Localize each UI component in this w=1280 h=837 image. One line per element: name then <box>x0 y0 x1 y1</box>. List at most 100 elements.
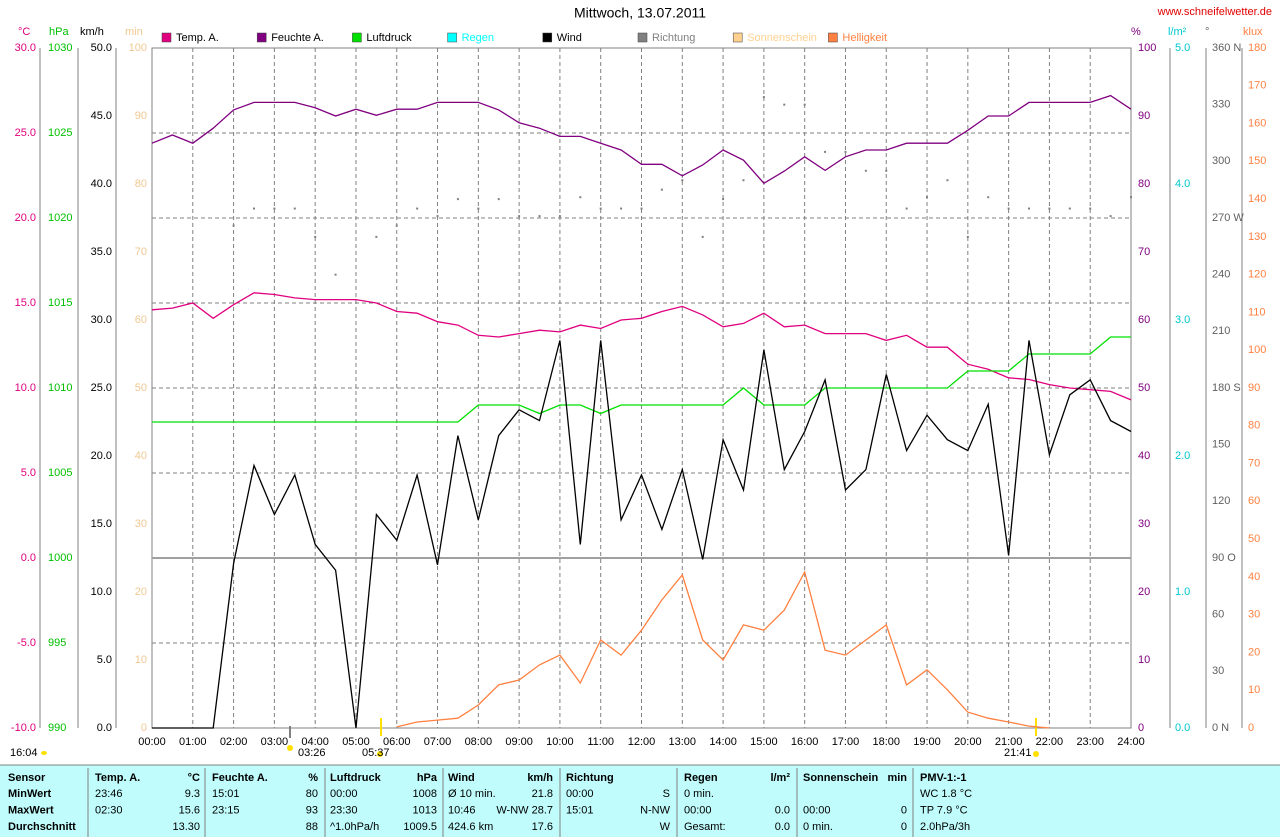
direction-dot <box>518 215 521 218</box>
y-tick-label: 150 <box>1248 155 1266 167</box>
y-tick-label: 0 <box>1248 722 1254 734</box>
y-tick-label: 30 <box>1248 609 1260 621</box>
direction-dot <box>497 198 500 201</box>
direction-dot <box>885 169 888 172</box>
legend-label: Sonnenschein <box>747 32 817 44</box>
table-cell: 88 <box>306 821 318 833</box>
y-tick-label: 330 <box>1212 99 1230 111</box>
table-cell: 0.0 <box>775 804 790 816</box>
x-tick-label: 23:00 <box>1076 736 1104 748</box>
y-tick-label: 300 <box>1212 155 1230 167</box>
direction-dot <box>456 198 459 201</box>
table-cell: Luftdruck <box>330 772 382 784</box>
summary-panel <box>0 765 1280 837</box>
y-tick-label: 90 <box>1138 110 1150 122</box>
x-tick-label: 13:00 <box>669 736 697 748</box>
table-cell: W-NW 28.7 <box>496 804 553 816</box>
y-tick-label: 10 <box>1248 684 1260 696</box>
y-tick-label: 40 <box>1248 571 1260 583</box>
axis-lines <box>39 48 1243 728</box>
table-cell: MaxWert <box>8 804 54 816</box>
y-tick-label: 20 <box>1138 586 1150 598</box>
y-tick-label: 5.0 <box>21 467 36 479</box>
direction-dot <box>905 207 908 210</box>
table-cell: 00:00 <box>684 804 712 816</box>
table-cell: WC 1.8 °C <box>920 788 972 800</box>
y-tick-label: 1010 <box>48 382 72 394</box>
legend-label: Luftdruck <box>366 32 412 44</box>
x-tick-label: 17:00 <box>832 736 860 748</box>
y-tick-label: 2.0 <box>1175 450 1190 462</box>
table-cell: Feuchte A. <box>212 772 268 784</box>
y-tick-label: 1025 <box>48 127 72 139</box>
table-cell: 00:00 <box>330 788 358 800</box>
x-tick-label: 10:00 <box>546 736 574 748</box>
series-line <box>396 570 1050 729</box>
y-tick-label: 60 <box>1212 609 1224 621</box>
table-cell: 9.3 <box>185 788 200 800</box>
y-tick-label: 100 <box>1248 344 1266 356</box>
table-cell: 1008 <box>413 788 437 800</box>
y-tick-label: 60 <box>1138 314 1150 326</box>
legend-swatch <box>161 32 172 43</box>
y-tick-label: 80 <box>1138 178 1150 190</box>
table-cell: Ø 10 min. <box>448 788 496 800</box>
y-tick-label: 10.0 <box>91 586 112 598</box>
y-tick-label: 995 <box>48 637 66 649</box>
y-tick-label: 170 <box>1248 80 1266 92</box>
x-tick-label: 11:00 <box>587 736 614 748</box>
direction-dot <box>314 235 317 238</box>
direction-dot <box>722 198 725 201</box>
axis-title: klux <box>1243 26 1263 38</box>
table-cell: Durchschnitt <box>8 821 76 833</box>
y-tick-label: 10.0 <box>15 382 36 394</box>
axis-title: l/m² <box>1168 26 1187 38</box>
series-line <box>152 340 1132 729</box>
direction-dot <box>1048 207 1051 210</box>
direction-dot <box>273 207 276 210</box>
y-tick-label: 10 <box>135 654 147 666</box>
y-tick-label: 10 <box>1138 654 1150 666</box>
table-cell: 424.6 km <box>448 821 493 833</box>
y-tick-label: 180 <box>1248 42 1266 54</box>
table-cell: l/m² <box>770 772 790 784</box>
legend-swatch <box>447 32 457 43</box>
y-tick-label: 20 <box>1248 646 1260 658</box>
y-tick-label: 5.0 <box>97 654 112 666</box>
direction-dot <box>538 215 541 218</box>
direction-dot <box>1089 207 1092 210</box>
y-tick-label: 5.0 <box>1175 42 1190 54</box>
y-tick-label: 80 <box>1248 420 1260 432</box>
y-tick-label: -5.0 <box>17 637 36 649</box>
axis-title: hPa <box>49 26 69 38</box>
table-cell: 1009.5 <box>403 821 437 833</box>
direction-dot <box>783 103 786 106</box>
y-tick-label: 130 <box>1248 231 1266 243</box>
table-cell: 23:15 <box>212 804 240 816</box>
y-tick-label: 30 <box>1212 665 1224 677</box>
direction-dot <box>966 235 969 238</box>
axis-title: °C <box>18 26 30 38</box>
direction-dot <box>252 207 255 210</box>
table-cell: S <box>663 788 670 800</box>
y-tick-label: 50.0 <box>91 42 112 54</box>
direction-dot <box>640 207 643 210</box>
x-tick-label: 07:00 <box>424 736 452 748</box>
table-cell: 15:01 <box>566 804 594 816</box>
x-tick-label: 08:00 <box>465 736 493 748</box>
direction-dot <box>1068 207 1071 210</box>
direction-dot <box>660 188 663 191</box>
x-tick-label: 22:00 <box>1036 736 1064 748</box>
annotation: 16:04 <box>10 747 38 759</box>
table-cell: Regen <box>684 772 718 784</box>
table-cell: 0 <box>901 821 907 833</box>
y-tick-label: 15.0 <box>91 518 112 530</box>
table-cell: 02:30 <box>95 804 123 816</box>
table-cell: 00:00 <box>803 804 831 816</box>
y-tick-label: 990 <box>48 722 66 734</box>
legend-swatch <box>542 32 553 43</box>
legend-swatch <box>828 32 838 43</box>
direction-dot <box>620 207 623 210</box>
table-cell: 23:46 <box>95 788 123 800</box>
